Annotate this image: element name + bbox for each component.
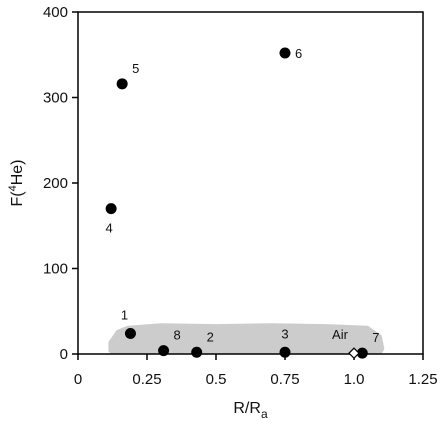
data-point-8 (158, 345, 170, 357)
y-axis-title-f: F( (9, 191, 26, 207)
plot-frame (77, 11, 424, 355)
point-label: 5 (132, 61, 139, 76)
point-label: 6 (295, 46, 302, 61)
y-axis-ticks: 0 100 200 300 400 (43, 4, 78, 363)
shaded-region-layer (108, 323, 385, 354)
x-tick-label: 0.75 (270, 371, 299, 388)
x-axis-title: R/Ra (233, 400, 268, 421)
x-axis-title-subscript: a (261, 407, 268, 421)
data-points (105, 47, 368, 359)
x-tick-label: 1.25 (408, 371, 437, 388)
point-labels: 1 2 3 4 5 6 7 8 Air (106, 46, 380, 345)
x-axis-ticks: 0 0.25 0.5 0.75 1.0 1.25 (74, 354, 438, 388)
data-point-6 (279, 47, 291, 59)
y-tick-label: 100 (43, 261, 68, 278)
y-tick-label: 0 (60, 346, 68, 363)
data-point-5 (116, 78, 128, 90)
point-label: 7 (372, 330, 379, 345)
point-label: 3 (281, 326, 288, 341)
point-label: 4 (106, 221, 113, 236)
point-label: 2 (207, 329, 214, 344)
data-point-air (348, 347, 360, 359)
y-tick-label: 300 (43, 90, 68, 107)
shaded-region (108, 323, 385, 354)
data-point-2 (191, 346, 203, 358)
data-point-4 (105, 203, 117, 215)
y-axis-title: F(4He) (7, 159, 26, 206)
data-point-1 (124, 327, 136, 339)
x-tick-label: 0.5 (206, 371, 227, 388)
point-label: 1 (121, 307, 128, 322)
x-axis-title-base: R/R (233, 400, 261, 417)
x-tick-label: 0 (74, 371, 82, 388)
point-label: 8 (174, 328, 181, 343)
y-tick-label: 200 (43, 175, 68, 192)
y-tick-label: 400 (43, 4, 68, 21)
x-tick-label: 0.25 (132, 371, 161, 388)
y-axis-title-he: He) (9, 159, 26, 185)
data-point-3 (279, 346, 291, 358)
x-tick-label: 1.0 (344, 371, 365, 388)
point-label: Air (332, 327, 349, 342)
y-axis-title-superscript: 4 (7, 185, 19, 191)
data-point-7 (356, 347, 368, 359)
